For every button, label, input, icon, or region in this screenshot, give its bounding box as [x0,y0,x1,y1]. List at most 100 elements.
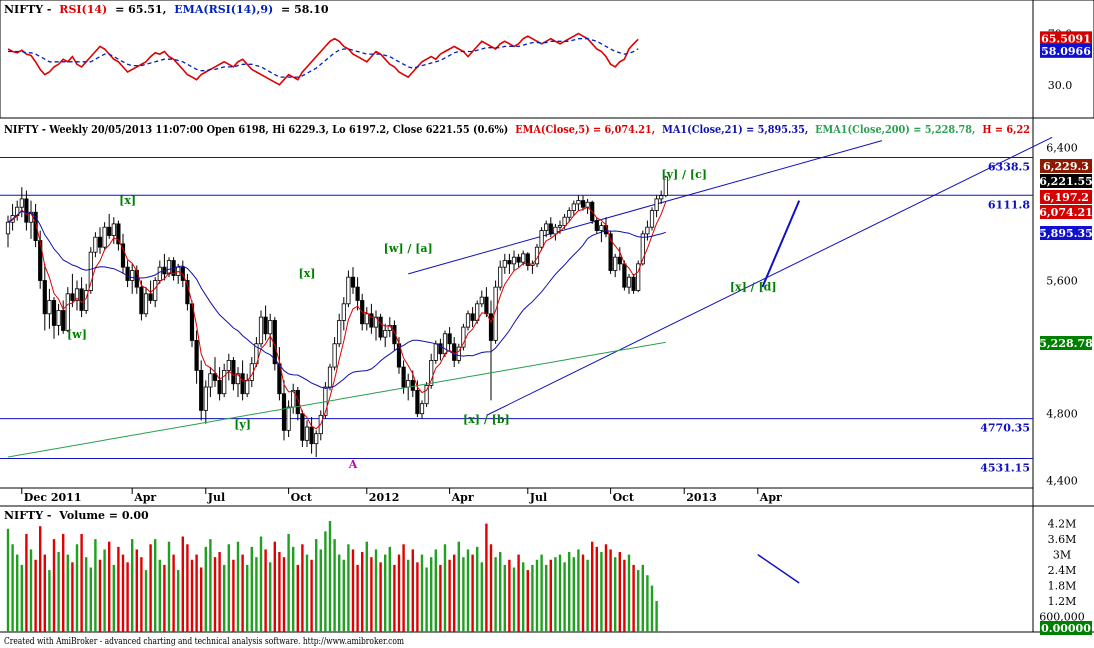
price-value-tag-bg [1040,226,1092,240]
volume-bar [204,546,207,632]
candle-body [65,293,70,331]
price-value-tag-bg [1040,159,1092,173]
rsi-axis-label: 30.0 [1048,79,1073,92]
price-axis-label: 4,800 [1046,408,1078,421]
candle-body [125,266,130,281]
volume-bar [494,557,497,632]
moving-averages-layer [7,201,667,458]
volume-bar [402,544,405,632]
candle-body [314,433,319,445]
candle-body [217,379,222,395]
time-axis-label: Jul [529,491,547,504]
volume-bar [338,554,341,632]
candle-body [51,300,57,326]
candle-body [649,210,655,228]
ema5-line [7,201,667,430]
volume-bar [545,564,548,632]
price-axis-label: 4,400 [1046,474,1078,487]
volume-bar [430,557,433,632]
volume-bar [209,539,212,632]
candle-body [208,373,213,388]
candle-body [203,386,208,411]
candle-body [626,276,632,288]
candle-body [562,216,567,226]
candle-body [194,340,199,371]
candle-body [42,280,47,315]
time-axis-label: Jul [207,491,225,504]
candle-body [245,379,250,395]
volume-bar [577,549,580,632]
volume-bar [126,562,129,632]
volume-bar [531,564,534,632]
candles-layer [5,175,668,457]
volume-bar [98,559,102,632]
ema200-line [7,341,666,458]
candle-body [350,276,356,288]
volume-bar [315,539,318,632]
wave-label: [w] [67,328,87,341]
horizontal-level-label: 6111.8 [988,198,1030,211]
candle-body [576,200,581,205]
volume-bar [223,564,226,632]
volume-bar [121,554,125,632]
candle-body [557,225,563,228]
candle-body [102,226,107,248]
volume-bar [232,559,235,632]
volume-bar [195,554,198,632]
volume-bar [609,549,612,632]
volume-bar [388,546,391,632]
candle-body [79,288,84,311]
candle-body [120,243,126,268]
candle-body [392,325,397,345]
candle-body [659,195,664,200]
candle-body [300,413,305,441]
time-axis-label: Oct [613,491,635,504]
candle-body [461,326,466,348]
candle-body [56,310,61,326]
volume-bar [163,564,166,632]
rsi-ema-title-label: EMA(RSI(14),9) [174,3,273,16]
candle-body [470,313,475,321]
volume-bar [365,541,368,632]
candle-body [465,313,471,328]
volume-bar [324,531,327,632]
volume-bar [131,539,134,632]
price-value-tag: 6,074.21 [1039,206,1093,219]
candle-body [33,211,38,241]
volume-bar [356,564,359,632]
rsi-title-label: RSI(14) [59,3,107,16]
candle-body [212,373,218,381]
volume-axis-label: 1.8M [1048,580,1077,593]
volume-bar [411,549,414,632]
volume-layer [6,521,800,632]
volume-bar [641,564,644,632]
candle-body [622,263,627,288]
volume-bar [259,536,263,632]
volume-bar [554,557,557,632]
candle-body [327,366,333,388]
candle-body [47,300,52,315]
volume-bar [581,554,585,632]
candle-body [654,198,659,211]
volume-bar [140,557,143,632]
volume-axis-label: 3.6M [1048,533,1077,546]
volume-bar [333,539,336,632]
candle-body [286,406,291,431]
volume-bar [135,549,138,632]
volume-bar [241,554,244,632]
volume-bar [52,539,56,632]
volume-bar [80,533,83,632]
volume-bar [637,570,640,632]
candle-body [369,313,374,328]
volume-bar [453,554,456,632]
volume-bar [558,554,562,632]
volume-bar [591,541,594,632]
candle-body [599,225,604,231]
price-value-tag-bg [1040,205,1092,219]
time-axis-label: 2013 [686,491,717,504]
volume-bar [250,546,253,632]
volume-bar [246,564,249,632]
volume-bar [508,559,511,632]
wave-label: [w] / [a] [384,242,433,255]
candle-body [419,403,425,415]
